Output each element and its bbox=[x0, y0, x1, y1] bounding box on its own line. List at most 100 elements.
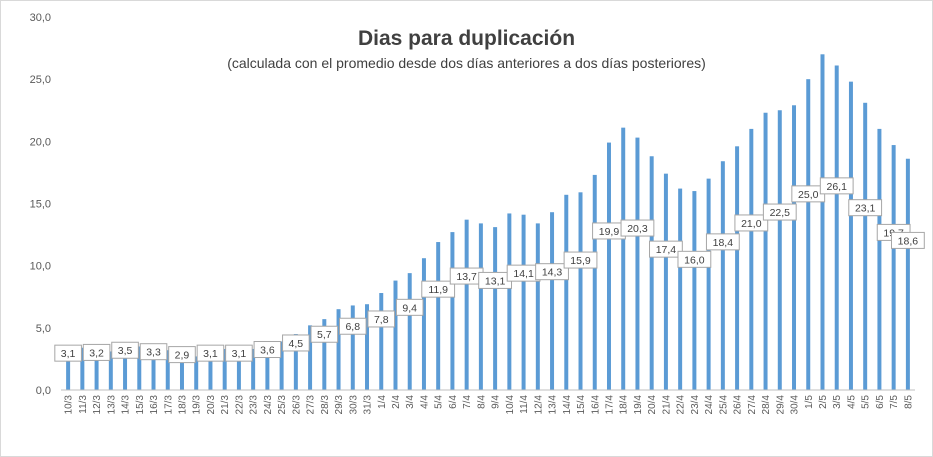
data-label-box bbox=[649, 240, 683, 258]
x-tick-label: 6/5 bbox=[875, 395, 886, 409]
x-tick-label: 1/5 bbox=[804, 395, 815, 409]
data-label-text: 22,5 bbox=[770, 207, 791, 219]
data-label-box bbox=[168, 346, 196, 364]
bar bbox=[735, 146, 740, 390]
x-tick-label: 28/3 bbox=[320, 395, 331, 415]
data-label-text: 2,9 bbox=[175, 350, 190, 362]
bar bbox=[749, 128, 754, 390]
y-tick-label: 5,0 bbox=[36, 323, 51, 335]
y-tick-label: 25,0 bbox=[30, 74, 51, 86]
x-tick-label: 5/5 bbox=[861, 395, 872, 409]
bar bbox=[493, 227, 498, 390]
y-tick-label: 30,0 bbox=[30, 12, 51, 24]
data-label-box bbox=[111, 341, 139, 359]
data-label-text: 3,1 bbox=[61, 348, 76, 360]
x-tick-label: 21/4 bbox=[661, 395, 672, 415]
x-tick-label: 7/4 bbox=[462, 395, 473, 409]
bar bbox=[293, 334, 298, 390]
chart-subtitle: (calculada con el promedio desde dos día… bbox=[227, 55, 706, 71]
bar bbox=[777, 110, 782, 390]
bar bbox=[649, 156, 654, 390]
data-label-text: 14,3 bbox=[542, 267, 563, 279]
data-label-text: 21,0 bbox=[741, 218, 762, 230]
data-label: 2,9 bbox=[168, 346, 196, 364]
data-label-box bbox=[367, 310, 396, 328]
data-label: 3,1 bbox=[225, 344, 253, 362]
bar bbox=[621, 127, 626, 390]
bar bbox=[222, 348, 227, 390]
data-label-text: 13,7 bbox=[456, 271, 477, 283]
data-label: 6,8 bbox=[338, 317, 367, 335]
data-label-text: 18,4 bbox=[713, 237, 734, 249]
data-label-box bbox=[310, 325, 339, 343]
data-label: 14,3 bbox=[535, 263, 569, 281]
bar bbox=[578, 192, 583, 390]
x-tick-label: 21/3 bbox=[220, 395, 231, 415]
data-label-box bbox=[819, 177, 854, 195]
x-tick-label: 23/3 bbox=[249, 395, 260, 415]
data-label: 16,0 bbox=[677, 250, 712, 268]
data-label-text: 23,1 bbox=[855, 203, 876, 215]
bar bbox=[151, 348, 156, 390]
data-label: 22,5 bbox=[762, 203, 797, 221]
bar bbox=[863, 102, 868, 390]
x-tick-label: 10/3 bbox=[64, 395, 75, 415]
x-tick-label: 12/4 bbox=[533, 395, 544, 415]
x-tick-label: 24/4 bbox=[704, 395, 715, 415]
data-label: 3,5 bbox=[111, 341, 139, 359]
x-tick-label: 2/4 bbox=[391, 395, 402, 409]
data-label: 21,0 bbox=[734, 214, 769, 232]
data-label-box bbox=[705, 233, 740, 251]
data-label-text: 3,3 bbox=[146, 347, 161, 359]
x-tick-label: 25/4 bbox=[718, 395, 729, 415]
data-label: 23,1 bbox=[848, 199, 883, 217]
data-label: 3,6 bbox=[253, 341, 282, 359]
data-label: 5,7 bbox=[310, 325, 339, 343]
data-label-text: 4,5 bbox=[289, 338, 304, 350]
data-label: 17,4 bbox=[649, 240, 683, 258]
bar bbox=[407, 273, 412, 390]
data-label-box bbox=[54, 344, 82, 362]
x-tick-label: 3/4 bbox=[405, 395, 416, 409]
x-tick-label: 13/4 bbox=[548, 395, 559, 415]
bar bbox=[94, 350, 99, 390]
bar bbox=[379, 293, 384, 390]
x-tick-label: 17/4 bbox=[604, 395, 615, 415]
bar bbox=[692, 191, 697, 390]
bar bbox=[521, 214, 526, 390]
x-tick-label: 30/4 bbox=[790, 395, 801, 415]
bar bbox=[350, 305, 355, 390]
data-label: 18,6 bbox=[890, 231, 925, 249]
x-tick-label: 19/3 bbox=[192, 395, 203, 415]
bar bbox=[393, 280, 398, 390]
bar bbox=[464, 219, 469, 390]
data-label-text: 26,1 bbox=[826, 181, 847, 193]
data-labels: 3,1 3,2 3,5 3,3 2,9 3,1 3,1 3,6 4,5 5,7 6,8 7,8 9,4 1… bbox=[54, 177, 925, 364]
bar bbox=[592, 174, 597, 390]
bar bbox=[450, 232, 455, 390]
data-label: 7,8 bbox=[367, 310, 396, 328]
x-tick-label: 27/3 bbox=[306, 395, 317, 415]
data-label-box bbox=[421, 280, 456, 298]
bar bbox=[336, 309, 341, 390]
data-label-box bbox=[620, 219, 655, 237]
data-label: 9,4 bbox=[395, 298, 424, 316]
data-label: 11,9 bbox=[421, 280, 456, 298]
x-tick-label: 15/4 bbox=[576, 395, 587, 415]
data-label: 3,2 bbox=[82, 343, 111, 361]
data-label-text: 19,9 bbox=[599, 226, 620, 238]
data-label-box bbox=[253, 341, 282, 359]
bar bbox=[720, 161, 725, 390]
bar bbox=[421, 258, 426, 390]
data-label-text: 5,7 bbox=[317, 329, 332, 341]
bar bbox=[848, 81, 853, 391]
y-tick-label: 0,0 bbox=[36, 385, 51, 397]
bar bbox=[763, 112, 768, 390]
data-label: 14,1 bbox=[506, 264, 541, 282]
bar bbox=[706, 178, 711, 390]
bar bbox=[265, 345, 270, 390]
x-tick-label: 28/4 bbox=[761, 395, 772, 415]
bar bbox=[322, 319, 327, 390]
bar bbox=[792, 105, 797, 390]
